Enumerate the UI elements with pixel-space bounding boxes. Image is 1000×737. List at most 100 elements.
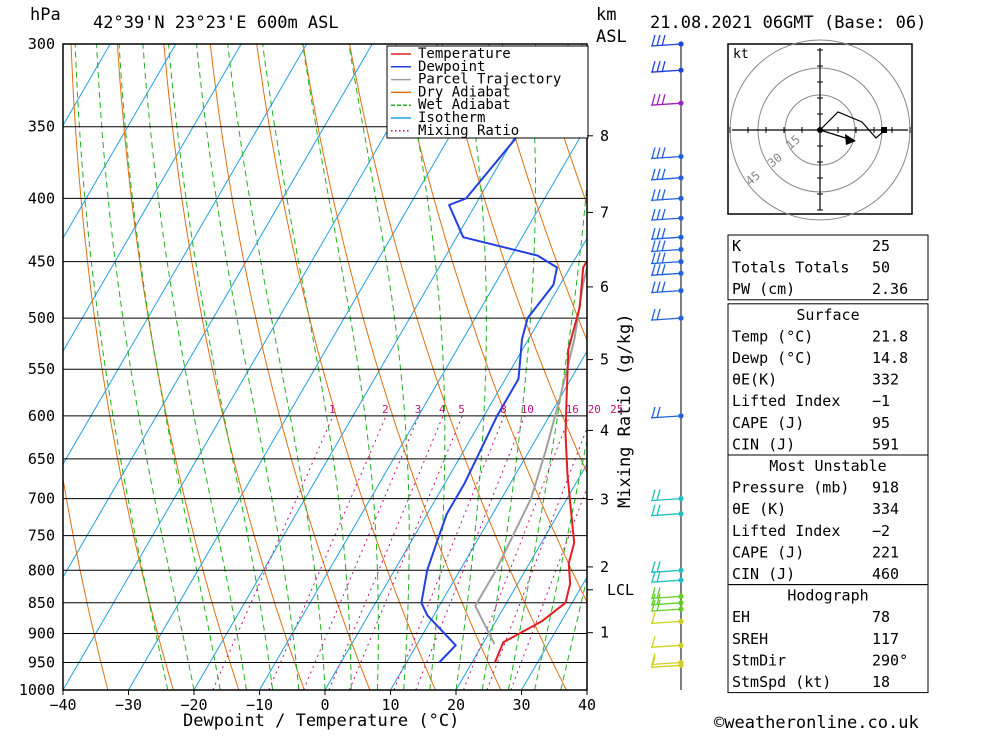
- pressure-tick-label: 800: [28, 561, 55, 579]
- x-tick-label: 30: [512, 696, 530, 714]
- wind-barb-feather: [652, 253, 655, 264]
- wind-barb-feather: [657, 490, 660, 501]
- unit-hpa: hPa: [30, 5, 61, 25]
- wind-barb-feather: [652, 189, 655, 200]
- mixing-ratio-line: [269, 416, 386, 690]
- pressure-tick-label: 300: [28, 35, 55, 53]
- wind-barb-feather: [662, 148, 665, 159]
- stat-value: 78: [872, 608, 890, 626]
- wind-barb-feather: [662, 282, 665, 293]
- wind-barb-staff: [651, 603, 681, 605]
- mixing-ratio-label: 20: [588, 403, 601, 416]
- wind-barb-staff: [651, 218, 681, 220]
- plot-frame: [63, 44, 587, 690]
- wind-barb-feather: [662, 94, 665, 105]
- stat-value: 332: [872, 371, 899, 389]
- stat-label: SREH: [732, 630, 768, 648]
- stat-label: Lifted Index: [732, 392, 840, 410]
- stat-value: 334: [872, 500, 899, 518]
- stat-value: 918: [872, 479, 899, 497]
- wind-barb: [651, 636, 684, 648]
- stat-value: 460: [872, 565, 899, 583]
- wind-barb-staff: [651, 250, 681, 252]
- stat-label: θE (K): [732, 500, 786, 518]
- mixing-ratio-line: [511, 416, 614, 690]
- km-tick-label: 2: [600, 558, 609, 576]
- wind-barb-feather: [652, 169, 655, 180]
- pressure-tick-label: 1000: [19, 681, 55, 699]
- asl-unit: ASL: [596, 27, 627, 47]
- wind-barb: [651, 94, 684, 106]
- dry-adiabat-line: [442, 44, 697, 690]
- pressure-tick-label: 850: [28, 594, 55, 612]
- mixing-ratio-label: 8: [500, 403, 507, 416]
- wind-barb-feather: [652, 148, 655, 159]
- stat-value: 21.8: [872, 327, 908, 345]
- pressure-tick-label: 550: [28, 360, 55, 378]
- wind-barb: [651, 571, 684, 583]
- wind-barb-staff: [651, 237, 681, 239]
- wind-barb: [651, 61, 684, 73]
- wind-barb-feather: [652, 228, 655, 239]
- x-tick-label: −30: [115, 696, 142, 714]
- location-title: 42°39'N 23°23'E 600m ASL: [93, 13, 339, 33]
- wind-barb-feather: [662, 253, 665, 264]
- mixing-ratio-label: 25: [610, 403, 623, 416]
- wind-barb: [651, 35, 684, 47]
- stat-value: 117: [872, 630, 899, 648]
- mixing-ratio-label: 3: [415, 403, 422, 416]
- wet-adiabat-line: [143, 44, 247, 690]
- stat-label: Pressure (mb): [732, 479, 849, 497]
- y-tick-labels: 3003504004505005506006507007508008509009…: [19, 35, 55, 699]
- wind-barb-staff: [651, 273, 681, 275]
- stat-label: Dewp (°C): [732, 349, 813, 367]
- stat-label: CAPE (J): [732, 414, 804, 432]
- wind-barb-feather: [652, 282, 655, 293]
- pressure-levels: [63, 44, 587, 690]
- pressure-tick-label: 900: [28, 625, 55, 643]
- stat-label: Temp (°C): [732, 327, 813, 345]
- pressure-tick-label: 700: [28, 490, 55, 508]
- wind-barb-staff: [651, 645, 681, 647]
- wind-barb: [651, 241, 684, 253]
- wind-barb-feather: [662, 61, 665, 72]
- dry-adiabat-line: [117, 44, 238, 690]
- wind-barb-feather: [657, 228, 660, 239]
- wind-barb: [651, 505, 684, 517]
- wind-barb-staff: [651, 262, 681, 264]
- wind-barb-feather: [652, 61, 655, 72]
- stat-value: 50: [872, 259, 890, 277]
- wet-adiabat-line: [97, 44, 194, 690]
- wind-barb-feather: [652, 35, 655, 46]
- stat-value: −1: [872, 392, 890, 410]
- wind-barb-staff: [651, 570, 681, 572]
- lcl-label: LCL: [607, 581, 634, 599]
- wind-barb-feather: [652, 241, 655, 252]
- wet-adiabat-line: [119, 44, 220, 690]
- wind-barb-feather: [657, 209, 660, 220]
- section-title: Surface: [796, 306, 859, 324]
- pressure-tick-label: 600: [28, 407, 55, 425]
- pressure-tick-label: 400: [28, 189, 55, 207]
- wind-barb-staff: [651, 44, 681, 46]
- wet-adiabat-line: [482, 44, 535, 690]
- mixing-ratio-label: 1: [329, 403, 336, 416]
- wet-adiabat-line: [75, 44, 168, 690]
- wind-barb-feather: [662, 241, 665, 252]
- mixing-ratio-line: [213, 416, 333, 690]
- wind-barb-feather: [652, 505, 655, 516]
- mixing-ratio-line: [304, 416, 419, 690]
- wind-barb: [651, 309, 684, 321]
- wind-barb-feather: [657, 571, 660, 582]
- pressure-tick-label: 950: [28, 654, 55, 672]
- km-tick-label: 1: [600, 624, 609, 642]
- mixing-ratio-label: 10: [521, 403, 534, 416]
- wind-barb-feather: [652, 636, 655, 647]
- wind-barb-staff: [651, 157, 681, 159]
- wind-barb: [651, 148, 684, 160]
- stat-value: 14.8: [872, 349, 908, 367]
